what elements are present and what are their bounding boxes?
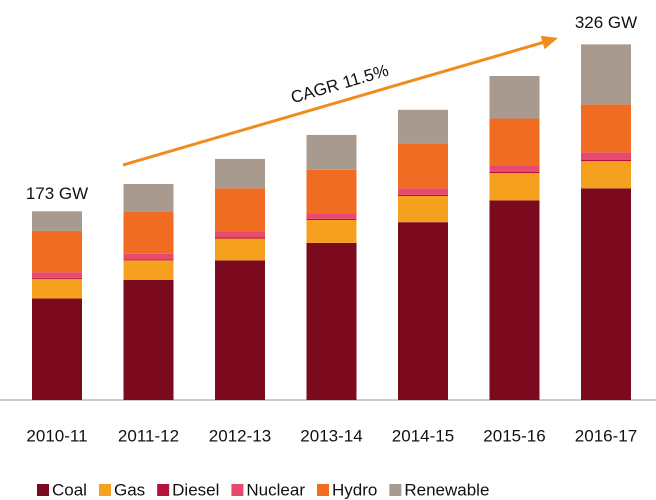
bar-segment (398, 188, 448, 195)
bar-segment (581, 152, 631, 160)
bar-segment (123, 280, 174, 400)
bar-segment (123, 184, 174, 212)
x-tick-label: 2015-16 (483, 426, 545, 445)
x-tick-label: 2013-14 (300, 426, 362, 445)
cagr-arrow (122, 39, 549, 167)
bar-segment (32, 298, 82, 400)
bar-segment (489, 200, 540, 400)
bar-segment (306, 213, 357, 219)
bar-segment (215, 232, 265, 238)
bar-segment (215, 237, 265, 239)
bar-segment (398, 143, 448, 189)
bar-segment (306, 220, 357, 243)
bar-segment (306, 169, 357, 214)
x-tick-label: 2016-17 (575, 426, 637, 445)
bar-segment (32, 272, 82, 278)
bar-segment (398, 196, 448, 223)
bar-segment (581, 161, 631, 189)
legend-label: Hydro (332, 480, 377, 499)
bar-segment (489, 165, 540, 172)
bar-segment (581, 160, 631, 162)
bar-segment (32, 278, 82, 299)
legend-label: Diesel (172, 480, 219, 499)
legend-swatch (317, 484, 329, 496)
bar-segment (215, 260, 265, 400)
bar-segment (489, 172, 540, 174)
legend-swatch (389, 484, 402, 496)
total-label: 173 GW (26, 184, 88, 203)
bar-segment (489, 118, 540, 166)
bar-segment (489, 173, 540, 201)
bar-segment (32, 211, 82, 231)
bar-segment (123, 211, 174, 254)
legend-swatch (231, 484, 244, 496)
bar-segment (306, 242, 357, 400)
arrow-head (540, 35, 558, 50)
legend-label: Coal (52, 480, 87, 499)
bar-segment (215, 188, 265, 232)
bar-segment (306, 218, 357, 220)
legend-label: Renewable (404, 480, 489, 499)
bar-segment (306, 134, 357, 170)
total-label: 326 GW (575, 13, 637, 32)
bar-segment (398, 194, 448, 196)
x-tick-label: 2012-13 (209, 426, 271, 445)
bar-segment (398, 109, 448, 144)
x-tick-label: 2010-11 (26, 426, 87, 445)
legend-label: Gas (114, 480, 145, 499)
bar-segment (123, 260, 174, 280)
x-tick-label: 2014-15 (392, 426, 454, 445)
bar-segment (581, 44, 631, 105)
legend-swatch (157, 484, 170, 496)
legend-label: Nuclear (246, 480, 305, 499)
legend-swatch (98, 484, 111, 496)
bar-segment (489, 76, 540, 119)
bar-segment (215, 238, 265, 261)
bar-segment (32, 277, 82, 279)
x-tick-label: 2011-12 (118, 426, 179, 445)
bar-segment (581, 104, 631, 153)
bar-segment (123, 253, 174, 260)
legend-swatch (37, 484, 49, 496)
bar-segment (32, 230, 82, 273)
bar-segment (581, 188, 631, 400)
bar-segment (215, 158, 265, 189)
bar-segment (398, 222, 448, 400)
bar-segment (123, 259, 174, 261)
